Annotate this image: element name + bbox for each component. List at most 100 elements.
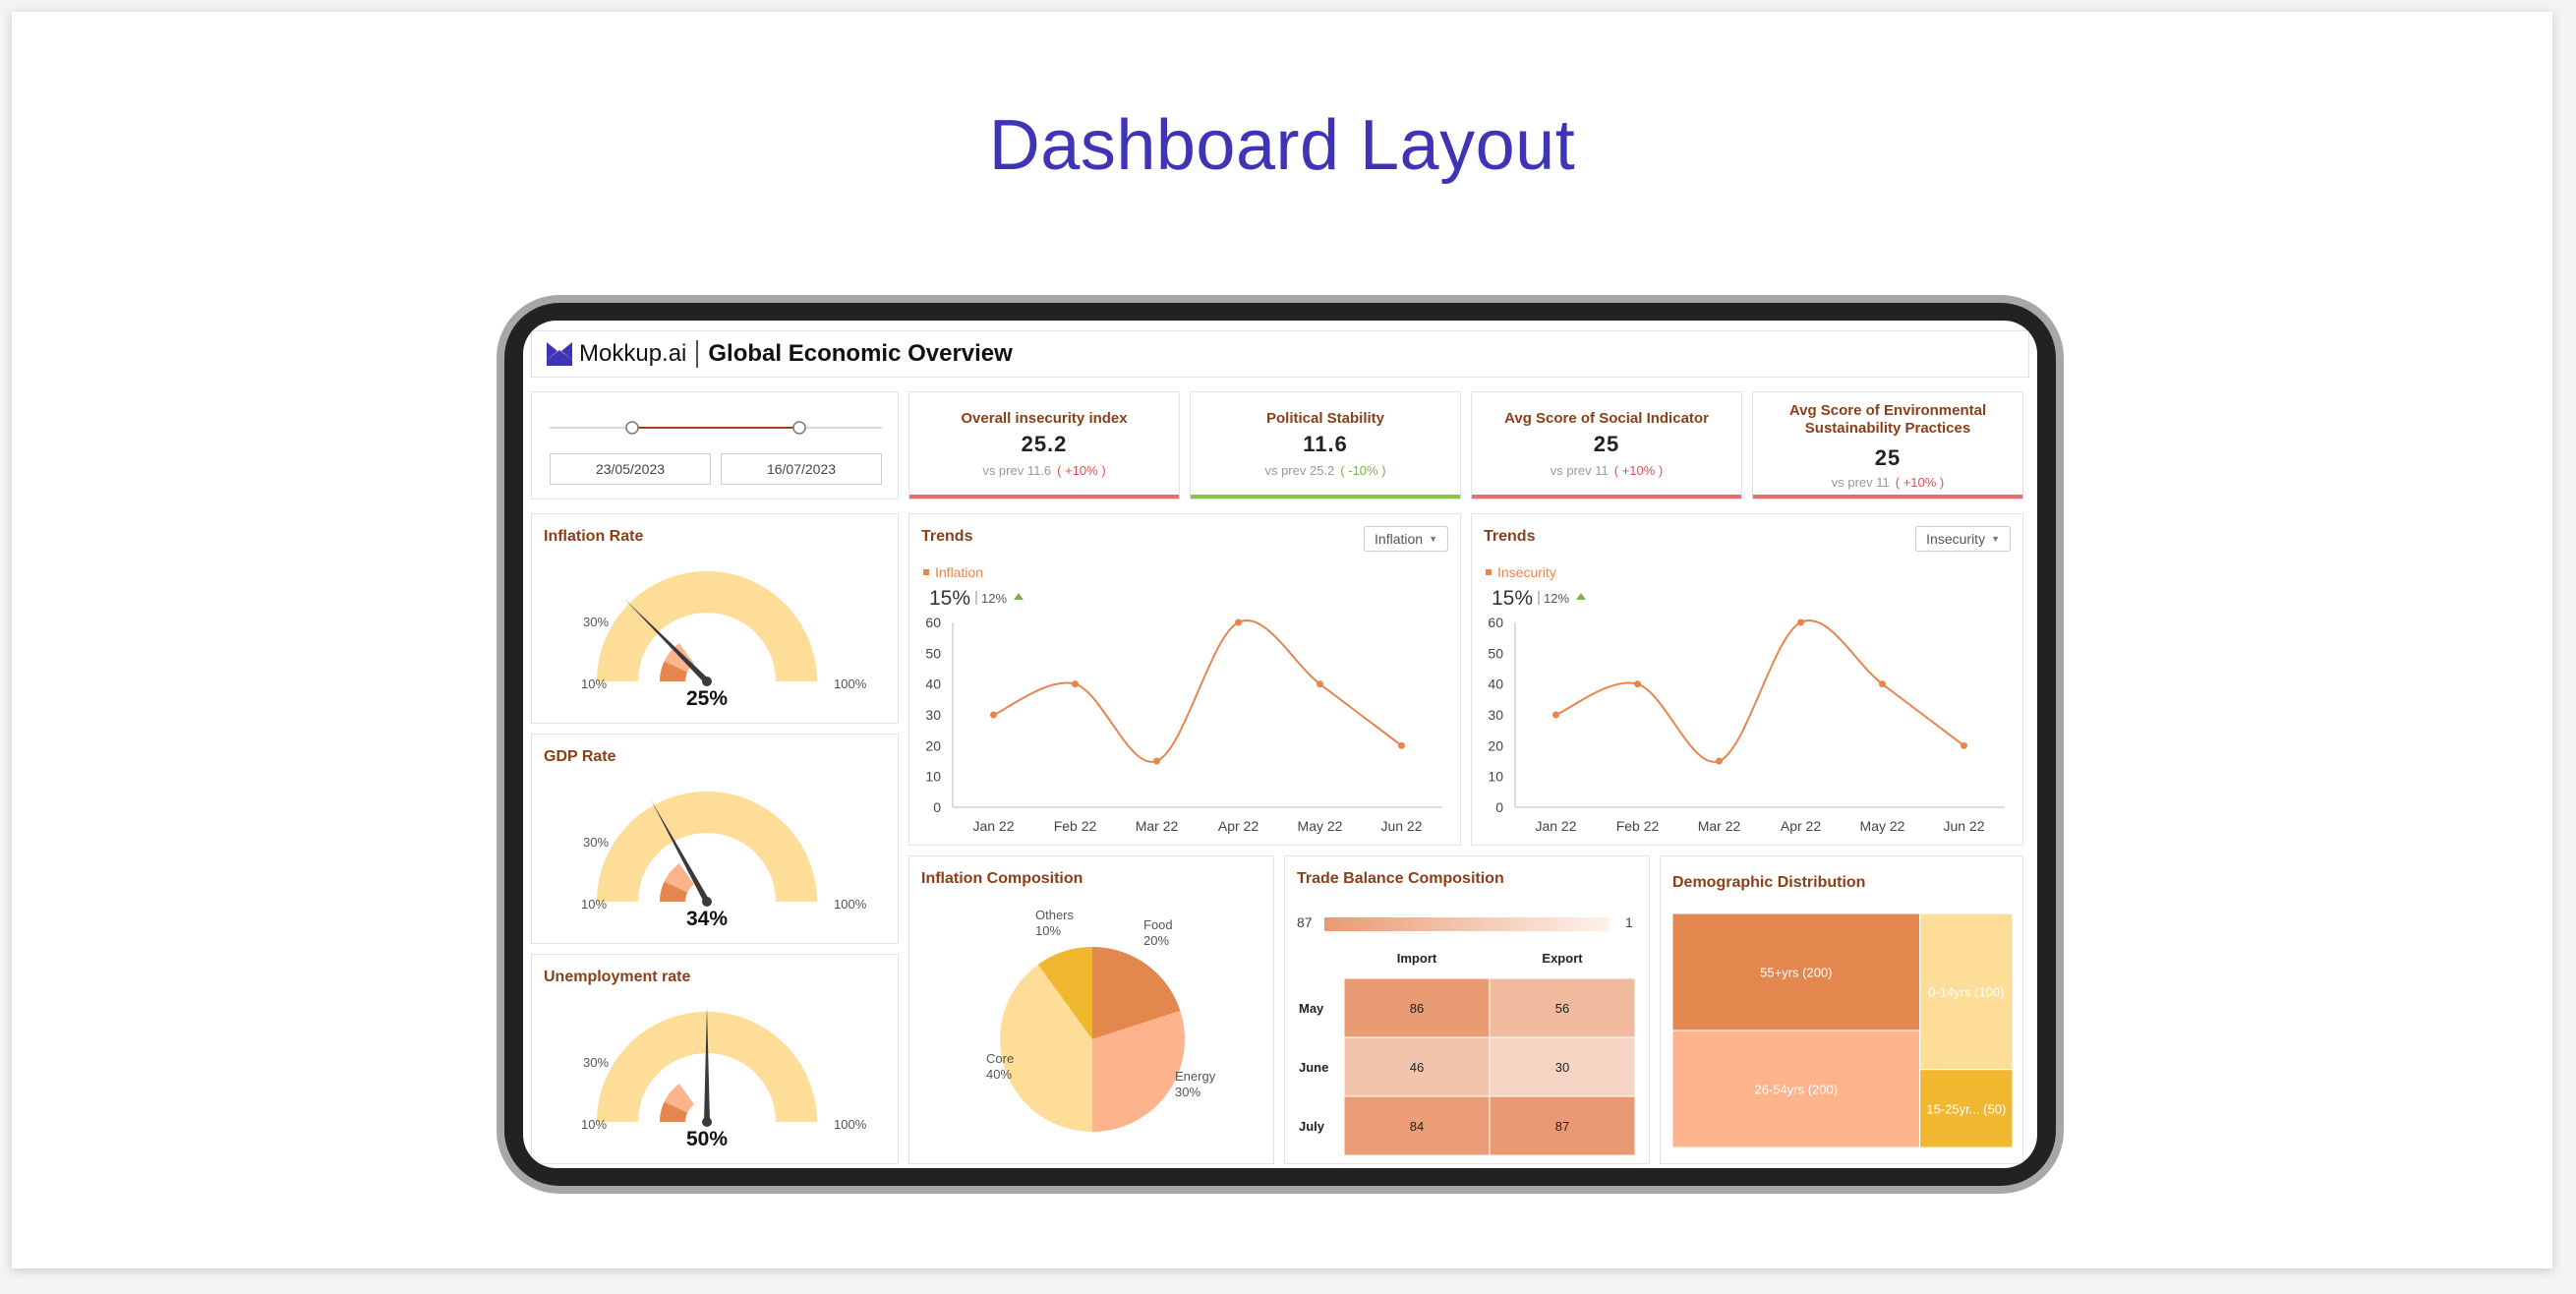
kpi-prev: vs prev 25.2 xyxy=(1264,463,1335,478)
logo-text: Mokkup.ai xyxy=(579,340,687,367)
heatmap-chart: 87 1 Import Export May 86 56 June 46 30 July 84 87 xyxy=(1297,914,1636,1156)
scale-min-label: 1 xyxy=(1625,914,1633,930)
x-tick-label: Mar 22 xyxy=(1698,818,1741,834)
kpi-comparison: vs prev 11 ( +10% ) xyxy=(1753,475,2022,490)
trends-insecurity-panel: Trends Insecurity ▼ Insecurity 15% 12% 0 10 20… xyxy=(1471,513,2023,846)
kpi-change: ( +10% ) xyxy=(1057,463,1106,478)
trend-metric-dropdown[interactable]: Inflation ▼ xyxy=(1364,526,1448,552)
heatmap-cell-value: 87 xyxy=(1555,1119,1569,1134)
trend-small-value: 12% xyxy=(1544,591,1569,606)
heatmap-cell[interactable] xyxy=(1489,1095,1636,1156)
kpi-status-bar xyxy=(909,495,1179,499)
kpi-social-indicator: Avg Score of Social Indicator 25 vs prev… xyxy=(1471,391,1742,500)
y-tick-label: 50 xyxy=(1488,645,1503,661)
pie-slice-pct: 20% xyxy=(1143,933,1169,948)
slider-handle-start[interactable] xyxy=(625,421,639,435)
heatmap-cell[interactable] xyxy=(1489,1036,1636,1097)
dropdown-value: Insecurity xyxy=(1926,531,1986,547)
gauge-track xyxy=(597,1012,817,1122)
data-point[interactable] xyxy=(1634,680,1641,688)
y-tick-label: 60 xyxy=(925,615,941,630)
kpi-change: ( +10% ) xyxy=(1613,463,1664,478)
pie-slice[interactable] xyxy=(1092,947,1181,1039)
gauge-mid-label: 30% xyxy=(583,1055,609,1070)
x-tick-label: Jun 22 xyxy=(1943,818,1984,834)
y-tick-label: 10 xyxy=(925,769,941,785)
scale-max-label: 87 xyxy=(1297,914,1313,930)
heatmap-cell[interactable] xyxy=(1343,977,1491,1038)
treemap-tile[interactable] xyxy=(1671,1029,1921,1148)
x-tick-label: May 22 xyxy=(1298,818,1343,834)
gauge-max-label: 100% xyxy=(834,897,867,912)
pie-slice[interactable] xyxy=(1037,947,1092,1039)
treemap-tile[interactable] xyxy=(1671,912,1921,1031)
data-point[interactable] xyxy=(1879,680,1886,688)
header-divider xyxy=(696,340,699,368)
x-tick-label: Jan 22 xyxy=(1535,818,1576,834)
gauge-chart: 10% 30% 100% 50% xyxy=(581,1006,867,1150)
gauge-max-label: 100% xyxy=(834,676,867,691)
date-range-slider[interactable] xyxy=(532,402,900,451)
data-point[interactable] xyxy=(1317,680,1323,688)
pie-slice-label: Energy xyxy=(1175,1069,1216,1084)
kpi-comparison: vs prev 25.2 ( -10% ) xyxy=(1191,463,1460,478)
gauge-value-label: 25% xyxy=(686,687,728,710)
trade-balance-panel: Trade Balance Composition 87 1 Import Expor… xyxy=(1284,855,1650,1164)
x-tick-label: Jan 22 xyxy=(972,818,1014,834)
data-point[interactable] xyxy=(1552,711,1559,719)
data-point[interactable] xyxy=(1398,741,1405,749)
y-tick-label: 40 xyxy=(925,676,941,692)
kpi-prev: vs prev 11 xyxy=(1550,463,1609,478)
kpi-label: Avg Score of Social Indicator xyxy=(1504,410,1709,427)
pie-slice[interactable] xyxy=(1000,964,1092,1132)
gauge-inflation-rate: Inflation Rate 10% 30% 100% 25% xyxy=(531,513,899,724)
kpi-comparison: vs prev 11 ( +10% ) xyxy=(1472,463,1741,478)
x-tick-label: Feb 22 xyxy=(1616,818,1660,834)
treemap-tile-label: 26-54yrs (200) xyxy=(1755,1083,1839,1097)
dashboard-header: Mokkup.ai Global Economic Overview xyxy=(531,330,2029,378)
data-point[interactable] xyxy=(990,711,997,719)
data-point[interactable] xyxy=(1072,680,1079,688)
treemap-tile-label: 0-14yrs (100) xyxy=(1928,984,2004,999)
treemap-tile[interactable] xyxy=(1919,912,2014,1071)
kpi-status-bar xyxy=(1472,495,1741,499)
x-tick-label: May 22 xyxy=(1860,818,1905,834)
gauge-title: GDP Rate xyxy=(544,748,616,765)
gauge-needle-hub xyxy=(702,676,712,686)
kpi-value: 25 xyxy=(1874,445,1902,470)
treemap-tile[interactable] xyxy=(1919,1069,2014,1148)
gauge-track xyxy=(597,792,817,902)
data-point[interactable] xyxy=(1716,757,1723,765)
panel-title: Trade Balance Composition xyxy=(1297,870,1504,887)
data-point[interactable] xyxy=(1797,618,1804,626)
x-tick-label: Apr 22 xyxy=(1218,818,1259,834)
pie-slice-label: Food xyxy=(1143,917,1173,932)
end-date-field[interactable]: 16/07/2023 xyxy=(721,453,882,485)
slider-handle-end[interactable] xyxy=(792,421,806,435)
data-point[interactable] xyxy=(1961,741,1967,749)
heatmap-column-label: Export xyxy=(1542,951,1583,966)
gauge-max-label: 100% xyxy=(834,1117,867,1132)
kpi-label: Overall insecurity index xyxy=(961,410,1128,427)
dashboard-screen: Mokkup.ai Global Economic Overview 23/05… xyxy=(523,321,2037,1168)
kpi-comparison: vs prev 11.6 ( +10% ) xyxy=(909,463,1179,478)
demographic-panel: Demographic Distribution 55+yrs (200) 26-… xyxy=(1660,855,2023,1164)
gauge-hub-mask xyxy=(685,660,729,681)
start-date-field[interactable]: 23/05/2023 xyxy=(550,453,711,485)
pie-slice-label: Core xyxy=(986,1051,1014,1066)
gauge-needle xyxy=(624,599,710,684)
gauge-needle xyxy=(704,1006,710,1122)
heatmap-cell-value: 46 xyxy=(1410,1060,1424,1075)
trend-metric-dropdown[interactable]: Insecurity ▼ xyxy=(1915,526,2011,552)
date-range-filter: 23/05/2023 16/07/2023 xyxy=(531,391,899,500)
data-point[interactable] xyxy=(1153,757,1160,765)
heatmap-cell[interactable] xyxy=(1343,1095,1491,1156)
data-point[interactable] xyxy=(1235,618,1242,626)
pie-slice[interactable] xyxy=(1092,1010,1185,1132)
inflation-composition-panel: Inflation Composition Food 20% Energy 30% Co… xyxy=(908,855,1274,1164)
y-tick-label: 0 xyxy=(1495,799,1503,815)
heatmap-row-label: May xyxy=(1299,1001,1324,1016)
y-tick-label: 0 xyxy=(933,799,941,815)
kpi-value: 25.2 xyxy=(1021,432,1068,456)
mokkup-logo-icon xyxy=(547,342,572,366)
